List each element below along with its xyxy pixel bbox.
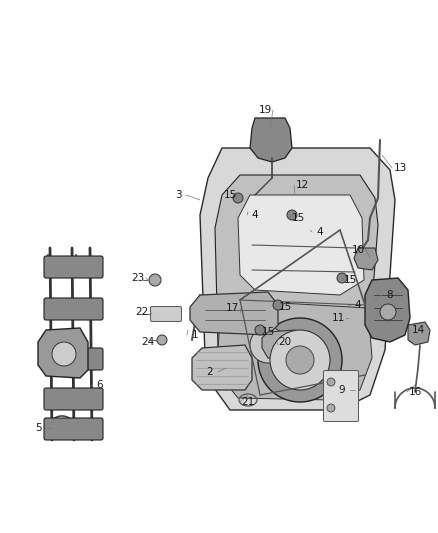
Text: 9: 9 — [339, 385, 345, 395]
FancyBboxPatch shape — [44, 256, 103, 278]
Text: 16: 16 — [408, 387, 422, 397]
Text: 13: 13 — [393, 163, 406, 173]
Circle shape — [273, 300, 283, 310]
Text: 3: 3 — [175, 190, 181, 200]
Text: 14: 14 — [411, 325, 424, 335]
Text: 1: 1 — [192, 330, 198, 340]
Text: 19: 19 — [258, 105, 272, 115]
Polygon shape — [408, 322, 430, 345]
Circle shape — [270, 330, 330, 390]
Text: 15: 15 — [279, 302, 292, 312]
Text: 5: 5 — [35, 423, 41, 433]
Polygon shape — [250, 118, 292, 162]
Circle shape — [157, 335, 167, 345]
FancyBboxPatch shape — [44, 388, 103, 410]
Circle shape — [286, 346, 314, 374]
Circle shape — [258, 318, 342, 402]
Polygon shape — [238, 195, 364, 295]
Circle shape — [380, 304, 396, 320]
Text: 2: 2 — [207, 367, 213, 377]
Text: 21: 21 — [241, 397, 254, 407]
Text: 24: 24 — [141, 337, 155, 347]
Circle shape — [250, 327, 286, 363]
Text: 15: 15 — [343, 275, 357, 285]
Polygon shape — [218, 300, 372, 400]
Polygon shape — [192, 345, 252, 390]
Text: 17: 17 — [226, 303, 239, 313]
Polygon shape — [365, 278, 410, 342]
FancyBboxPatch shape — [44, 348, 103, 370]
Polygon shape — [354, 248, 378, 270]
FancyBboxPatch shape — [324, 370, 358, 422]
Circle shape — [337, 273, 347, 283]
Circle shape — [52, 342, 76, 366]
Text: 4: 4 — [355, 300, 361, 310]
Text: 4: 4 — [252, 210, 258, 220]
FancyBboxPatch shape — [151, 306, 181, 321]
Text: 20: 20 — [279, 337, 292, 347]
Polygon shape — [200, 148, 395, 410]
Text: 11: 11 — [332, 313, 345, 323]
Circle shape — [149, 274, 161, 286]
Text: 15: 15 — [291, 213, 304, 223]
Text: 15: 15 — [261, 327, 275, 337]
Text: 4: 4 — [317, 227, 323, 237]
Polygon shape — [215, 175, 378, 398]
Polygon shape — [38, 328, 88, 378]
Text: 10: 10 — [351, 245, 364, 255]
Text: 22: 22 — [135, 307, 148, 317]
Text: 6: 6 — [97, 380, 103, 390]
Text: 8: 8 — [387, 290, 393, 300]
Text: 12: 12 — [295, 180, 309, 190]
Circle shape — [287, 210, 297, 220]
Text: 15: 15 — [223, 190, 237, 200]
FancyBboxPatch shape — [44, 298, 103, 320]
Circle shape — [327, 378, 335, 386]
Circle shape — [327, 404, 335, 412]
Text: 23: 23 — [131, 273, 145, 283]
Polygon shape — [190, 292, 278, 335]
Polygon shape — [262, 330, 300, 360]
Circle shape — [255, 325, 265, 335]
FancyBboxPatch shape — [44, 418, 103, 440]
Circle shape — [233, 193, 243, 203]
